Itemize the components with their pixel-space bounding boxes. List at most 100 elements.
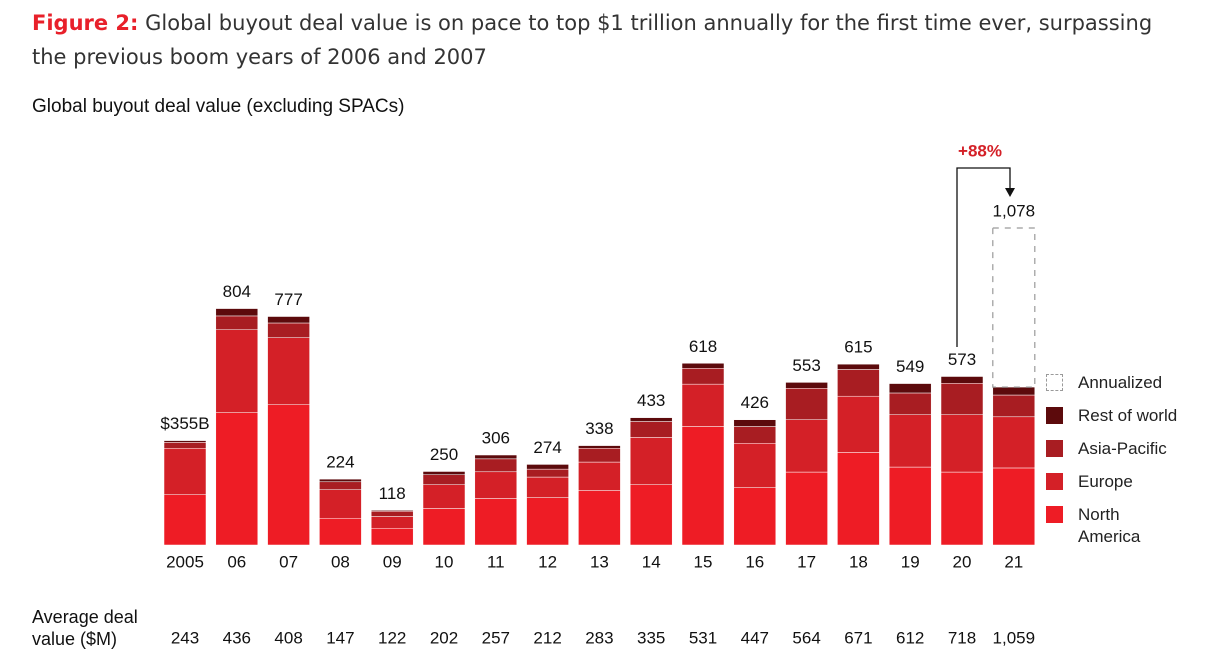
bar-segment (992, 394, 1036, 418)
title-block: Figure 2: Global buyout deal value is on… (32, 6, 1182, 74)
bar-segment (578, 448, 621, 463)
legend-label: Rest of world (1078, 406, 1178, 425)
x-tick-label: 12 (538, 552, 557, 571)
legend-swatch (1046, 473, 1063, 490)
bar-segment (629, 421, 673, 438)
average-value: 147 (326, 628, 354, 647)
x-tick-label: 10 (435, 552, 454, 571)
bar-segment (267, 337, 310, 405)
x-tick-label: 18 (849, 552, 868, 571)
bar-segment (215, 329, 259, 413)
bar-segment (267, 404, 310, 546)
legend-swatch (1046, 440, 1063, 457)
bar-segment (629, 437, 673, 485)
bar-segment (422, 508, 466, 546)
bar-segment (163, 494, 207, 546)
average-value: 257 (482, 628, 510, 647)
x-tick-label: 09 (383, 552, 402, 571)
bar-segment (370, 516, 414, 529)
average-label: Average deal value ($M) (32, 607, 138, 649)
legend-label: Europe (1078, 472, 1133, 491)
bar-segment (733, 487, 777, 546)
bar-segment (940, 414, 984, 473)
total-label: 777 (274, 290, 302, 309)
bar-segment (163, 442, 207, 449)
total-label: 426 (741, 393, 769, 412)
average-value: 671 (844, 628, 872, 647)
bar-segment (733, 443, 777, 488)
bar-segment (163, 448, 207, 495)
total-label: 615 (844, 338, 872, 357)
annotation: +88% (958, 141, 1002, 160)
bar-segment (474, 454, 518, 460)
total-label: 338 (585, 419, 613, 438)
legend-label: Asia-Pacific (1078, 439, 1167, 458)
bar-segment (267, 316, 310, 324)
average-value: 202 (430, 628, 458, 647)
bar-segment (888, 383, 932, 394)
bar-segment (629, 484, 673, 546)
arrow-head (1005, 188, 1015, 197)
bar-segment (681, 383, 725, 427)
bar-segment (163, 440, 207, 443)
total-label: 553 (792, 356, 820, 375)
x-tick-label: 14 (642, 552, 661, 571)
bar-segment (370, 510, 414, 517)
bar-segment (888, 414, 932, 468)
x-tick-label: 21 (1004, 552, 1023, 571)
average-value: 1,059 (993, 628, 1036, 647)
bar-segment (785, 471, 828, 546)
bar-segment (215, 308, 259, 317)
average-value: 283 (585, 628, 613, 647)
x-tick-label: 13 (590, 552, 609, 571)
bar-segment (474, 498, 518, 546)
figure-label: Figure 2: (32, 11, 139, 35)
x-tick-label: 06 (227, 552, 246, 571)
bar-segment (319, 489, 362, 519)
x-tick-label: 15 (694, 552, 713, 571)
bracket (956, 167, 1011, 347)
bar-segment (681, 426, 725, 546)
chart-title: Global buyout deal value is on pace to t… (32, 11, 1153, 69)
legend-label: Annualized (1078, 373, 1163, 392)
average-value: 243 (171, 628, 199, 647)
bar-segment (785, 419, 828, 473)
bar-segment (474, 471, 518, 499)
x-tick-label: 08 (331, 552, 350, 571)
bar-segment (733, 426, 777, 444)
bar-segment (267, 322, 310, 338)
bar-segment (370, 527, 414, 546)
bar-segment (940, 376, 984, 384)
bar-segment (474, 458, 518, 473)
bar-segment (888, 466, 932, 546)
total-label: 224 (326, 453, 354, 472)
bar-segment (992, 467, 1036, 546)
average-value: 122 (378, 628, 406, 647)
bar-segment (992, 386, 1036, 396)
average-value: 447 (741, 628, 769, 647)
total-label: 549 (896, 357, 924, 376)
average-value: 531 (689, 628, 717, 647)
total-label: 306 (482, 429, 510, 448)
bar-segment (940, 383, 984, 415)
average-value: 612 (896, 628, 924, 647)
bar-segment (526, 464, 569, 470)
x-tick-label: 20 (953, 552, 972, 571)
bar-segment (940, 471, 984, 546)
bar-segment (681, 363, 725, 369)
bar-segment (319, 517, 362, 546)
bar-segment (629, 417, 673, 422)
x-tick-label: 11 (487, 552, 505, 571)
bar-segment (215, 315, 259, 330)
total-label: $355B (160, 414, 209, 433)
total-label: 433 (637, 391, 665, 410)
average-value: 335 (637, 628, 665, 647)
bar-segment (837, 363, 880, 370)
bar-segment (888, 392, 932, 415)
bar-segment (837, 395, 880, 453)
average-value: 212 (533, 628, 561, 647)
total-label: 1,078 (993, 201, 1036, 220)
bar-segment (578, 490, 621, 546)
chart-subtitle: Global buyout deal value (excluding SPAC… (32, 96, 405, 117)
